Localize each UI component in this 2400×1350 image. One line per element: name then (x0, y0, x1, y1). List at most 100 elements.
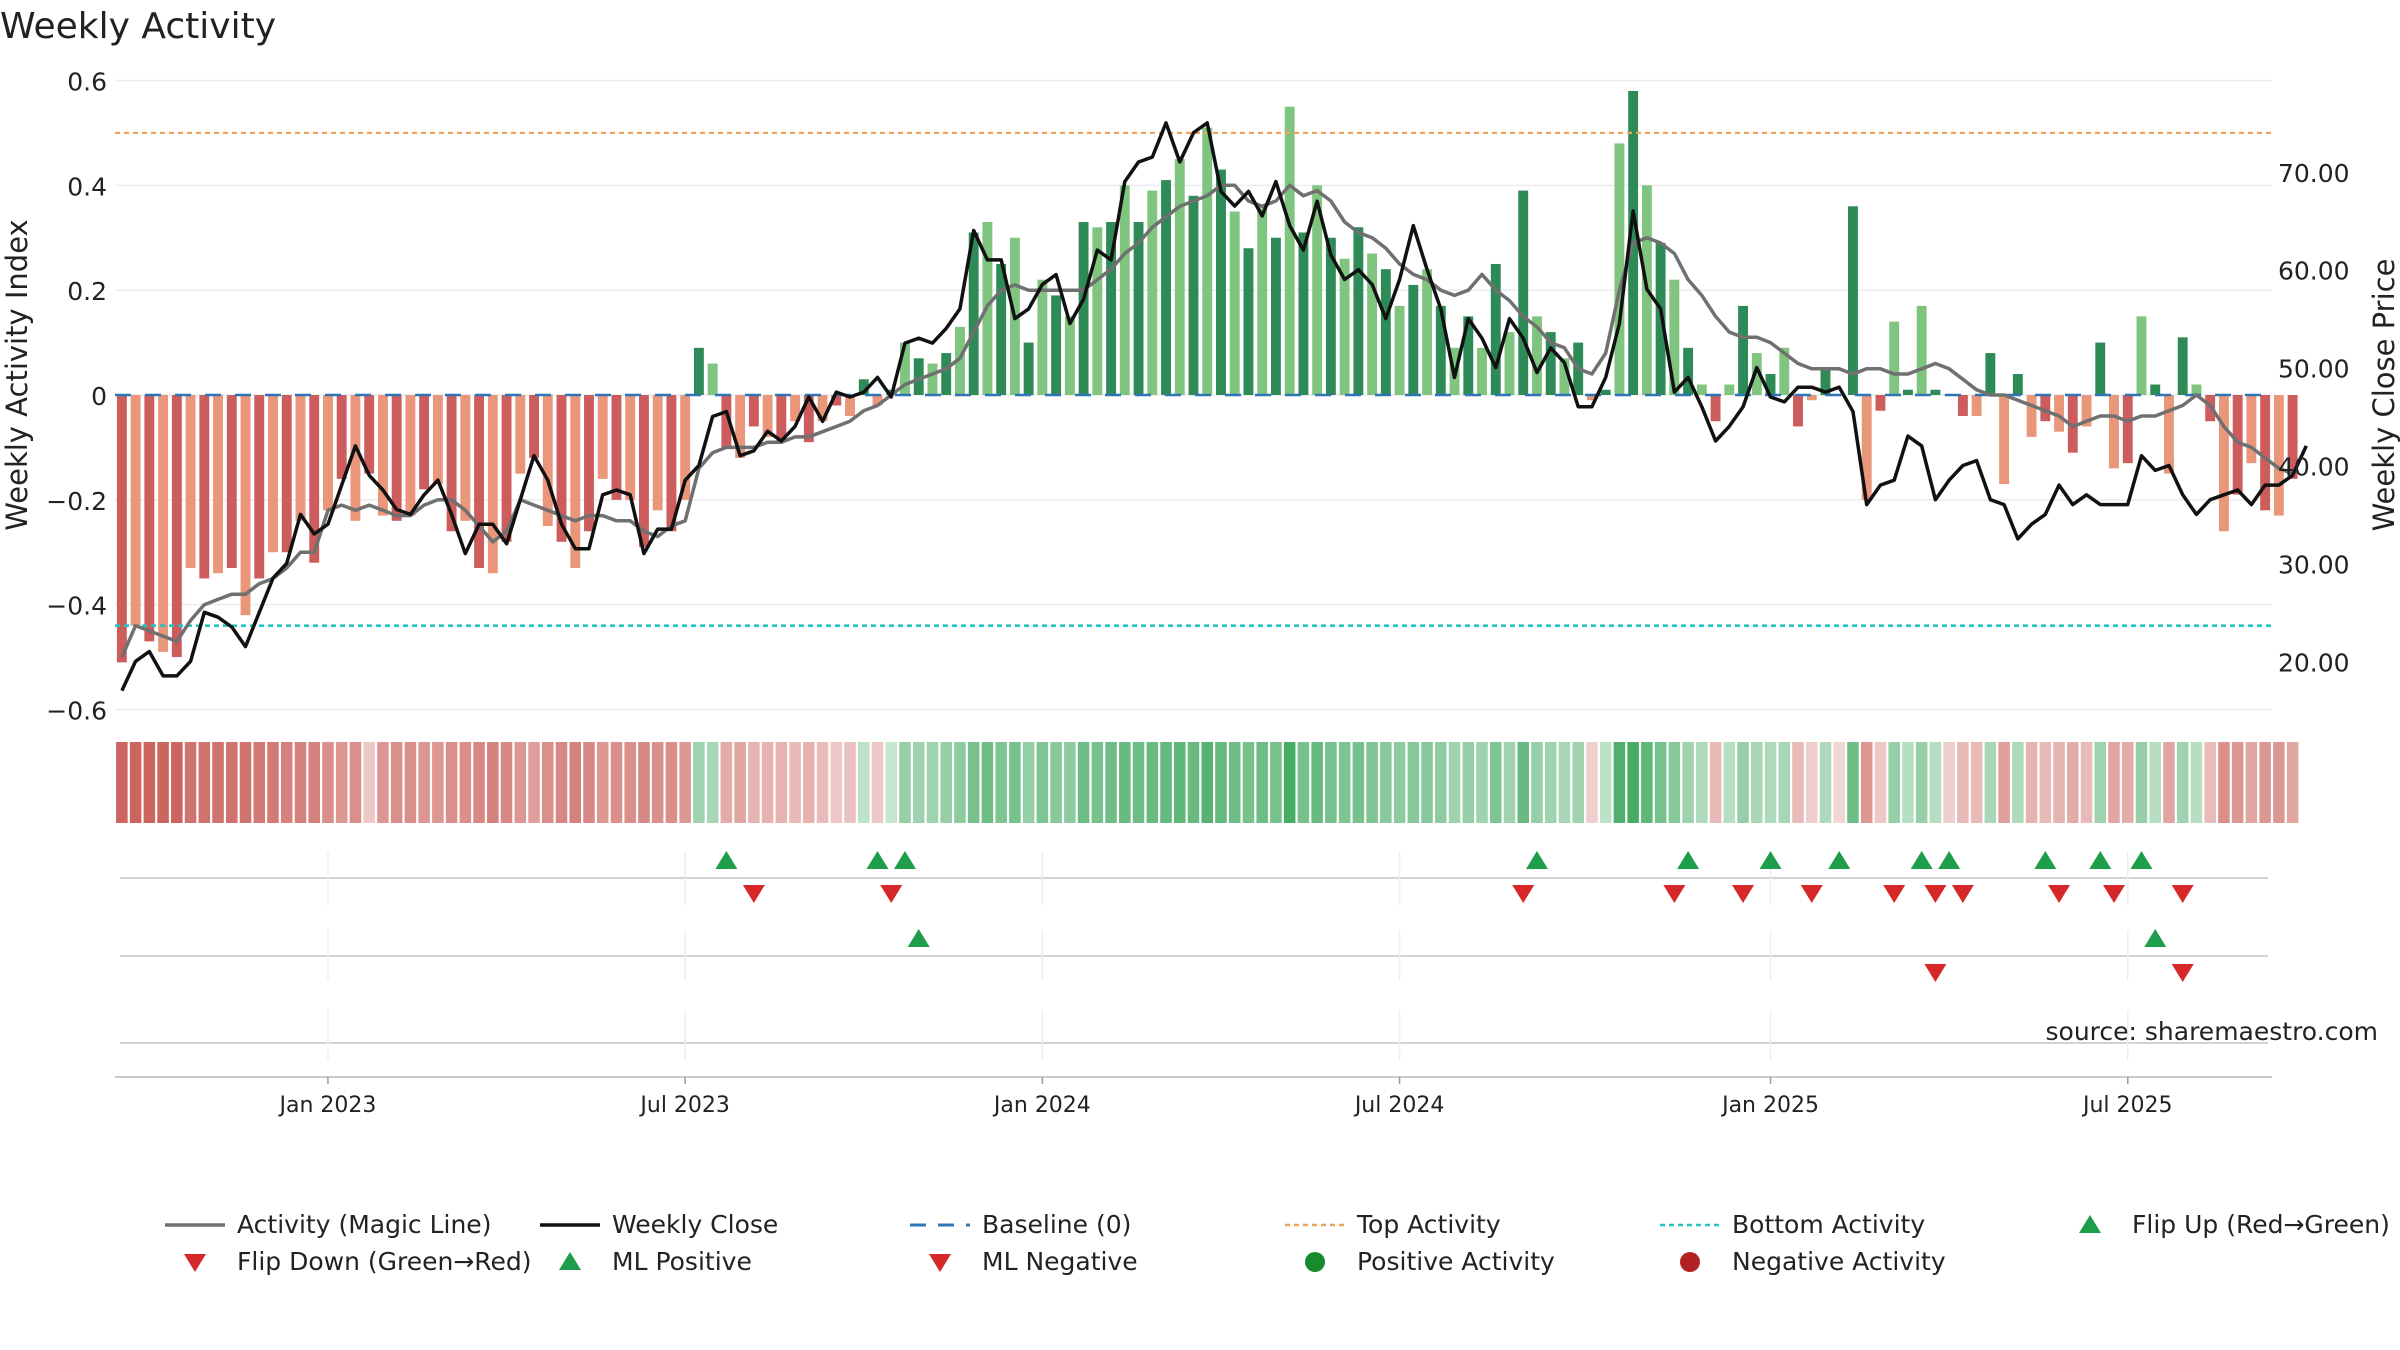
strip-cell (1009, 742, 1021, 823)
flip-down-marker (1800, 885, 1823, 903)
strip-cell (432, 742, 444, 823)
strip-cell (706, 742, 719, 823)
strip-cell (2286, 742, 2299, 823)
strip-cell (212, 742, 224, 823)
strip-cell (995, 742, 1007, 823)
activity-bar (2026, 395, 2037, 437)
flip-down-marker (2048, 885, 2071, 903)
strip-cell (954, 742, 966, 823)
strip-cell (665, 742, 678, 823)
strip-cell (761, 742, 774, 823)
strip-cell (1352, 742, 1365, 823)
strip-cell (1119, 742, 1131, 823)
activity-bar (158, 395, 169, 652)
activity-bar (501, 395, 512, 542)
activity-bar (1793, 395, 1803, 427)
activity-bar (1257, 206, 1268, 395)
activity-bar (364, 395, 375, 474)
strip-cell (1915, 742, 1928, 823)
strip-cell (569, 742, 582, 823)
strip-cell (1696, 742, 1708, 823)
activity-bar (707, 363, 718, 395)
strip-cell (1366, 742, 1378, 823)
strip-cell (2204, 742, 2216, 823)
strip-cell (1091, 742, 1104, 823)
activity-bar (954, 326, 965, 395)
flip-up-marker (2034, 851, 2057, 869)
strip-cell (239, 742, 252, 823)
activity-bar (226, 395, 237, 568)
strip-cell (129, 742, 142, 823)
strip-cell (1311, 742, 1323, 823)
activity-bar (2136, 316, 2147, 395)
strip-cell (1407, 742, 1420, 823)
strip-cell (500, 742, 513, 823)
strip-cell (226, 742, 238, 823)
activity-bar (1078, 222, 1089, 395)
left-axis: 0.6 0.4 0.2 0 −0.2 −0.4 −0.6 (46, 67, 107, 725)
strip-cell (2094, 742, 2107, 823)
activity-bar (377, 395, 388, 516)
activity-bar (831, 395, 842, 406)
legend-item: Weekly Close (540, 1210, 778, 1239)
activity-bar (762, 395, 773, 437)
activity-bar (776, 395, 787, 443)
activity-bar (1064, 316, 1075, 395)
strip-cell (2108, 742, 2120, 823)
flip-up-marker (893, 851, 916, 869)
activity-bar (1353, 227, 1364, 395)
strip-cell (2218, 742, 2230, 823)
strip-cell (116, 742, 128, 823)
weekly-close-line (120, 121, 2308, 692)
activity-bar (1930, 389, 1941, 395)
activity-bar (1298, 232, 1309, 395)
strip-cell (1723, 742, 1736, 823)
activity-bar (2177, 337, 2188, 395)
activity-bar (584, 395, 594, 532)
strip-cell (1325, 742, 1337, 823)
x-tick-label: Jan 2025 (1720, 1093, 1819, 1118)
activity-bar (1463, 316, 1474, 395)
strip-cell (1132, 742, 1145, 823)
strip-cell (1160, 742, 1172, 823)
strip-cell (1531, 742, 1543, 823)
activity-bar (1889, 321, 1900, 395)
activity-bar (1422, 269, 1433, 395)
activity-bar (1875, 395, 1886, 411)
strip-cell (1613, 742, 1626, 823)
magic-line (120, 183, 2294, 658)
activity-bar (790, 395, 801, 422)
strip-cell (679, 742, 691, 823)
strip-cell (1709, 742, 1722, 823)
strip-cell (184, 742, 197, 823)
activity-bar (1751, 353, 1762, 395)
x-tick-label: Jan 2023 (277, 1093, 376, 1118)
series-lines (120, 121, 2308, 692)
ml-positive-marker (2144, 929, 2167, 947)
activity-bar (254, 395, 265, 579)
activity-color-strip (116, 742, 2299, 823)
activity-bar (1504, 332, 1515, 395)
ml-negative-marker (2171, 964, 2194, 982)
activity-bar (2109, 395, 2119, 469)
x-tick-label: Jul 2024 (1353, 1093, 1445, 1118)
strip-cell (638, 742, 650, 823)
legend: Activity (Magic Line) Weekly Close Baselin… (165, 1210, 2390, 1276)
strip-cell (1888, 742, 1900, 823)
flip-down-marker (1924, 885, 1947, 903)
activity-bar (2273, 395, 2284, 516)
strip-cell (2149, 742, 2161, 823)
activity-bar (1518, 190, 1529, 395)
strip-cell (445, 742, 458, 823)
left-axis-label: Weekly Activity Index (0, 219, 34, 530)
strip-cell (1476, 742, 1488, 823)
flip-up-marker (1938, 851, 1961, 869)
chart-title: Weekly Activity (0, 6, 276, 47)
right-tick-label: 40.00 (2278, 452, 2350, 481)
flip-down-marker (2171, 885, 2194, 903)
activity-bar (1161, 180, 1171, 395)
activity-bar (1669, 279, 1680, 395)
strip-cell (1957, 742, 1969, 823)
activity-bar (1394, 305, 1405, 395)
